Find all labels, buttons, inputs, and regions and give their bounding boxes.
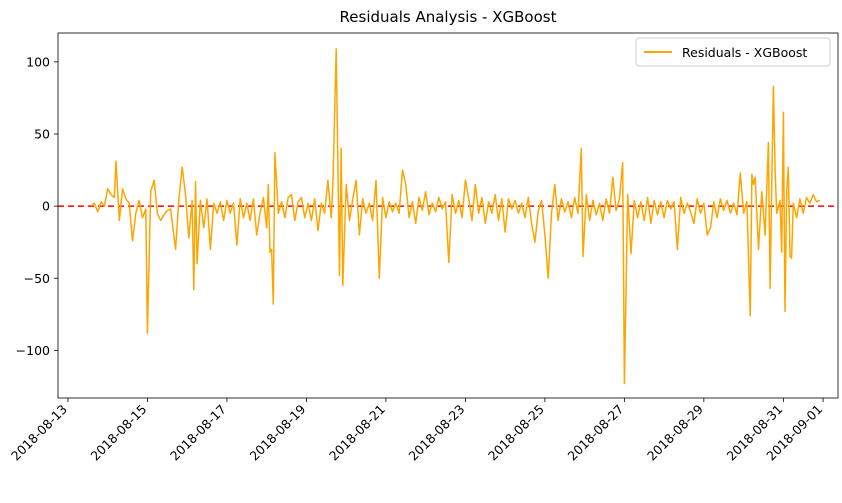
x-tick-label: 2018-08-25 <box>485 402 547 464</box>
x-tick-label: 2018-08-13 <box>8 402 70 464</box>
x-tick-label: 2018-08-17 <box>167 402 229 464</box>
x-tick-label: 2018-08-29 <box>644 401 706 463</box>
series-line-0 <box>90 48 821 385</box>
y-axis: 100 50 0 −50 −100 <box>16 54 58 358</box>
x-tick-label: 2018-08-15 <box>88 402 150 464</box>
y-tick-label: −50 <box>24 271 50 286</box>
legend: Residuals - XGBoost <box>635 37 831 67</box>
x-tick-label: 2018-08-23 <box>406 402 468 464</box>
y-tick-label: 50 <box>34 126 50 141</box>
legend-box <box>635 37 831 67</box>
y-tick-label: 100 <box>26 54 50 69</box>
plot-area <box>57 32 839 399</box>
chart-title: Residuals Analysis - XGBoost <box>340 8 557 26</box>
x-tick-label: 2018-08-27 <box>565 402 627 464</box>
x-axis: 2018-08-13 2018-08-15 2018-08-17 2018-08-19… <box>8 398 825 463</box>
x-tick-label: 2018-08-21 <box>326 402 388 464</box>
plot-frame <box>57 32 839 399</box>
x-tick-label: 2018-08-19 <box>247 401 309 463</box>
y-tick-label: −100 <box>16 343 50 358</box>
legend-label: Residuals - XGBoost <box>682 45 807 60</box>
y-tick-label: 0 <box>42 199 50 214</box>
